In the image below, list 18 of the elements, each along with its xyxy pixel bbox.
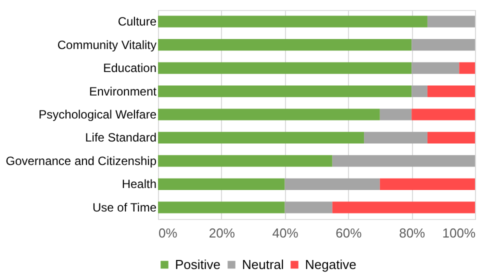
y-tick-label: Culture	[118, 14, 157, 29]
y-tick-label: Education	[103, 61, 156, 76]
x-tick-label: 20%	[208, 226, 236, 240]
legend-label: Positive	[175, 256, 221, 272]
y-tick-label: Community Vitality	[57, 38, 156, 52]
y-tick-label: Life Standard	[85, 130, 156, 145]
x-tick-label: 60%	[336, 226, 362, 240]
x-tick-label: 100%	[442, 226, 476, 240]
x-tick-label: 40%	[272, 226, 299, 240]
legend-label: Neutral	[242, 256, 284, 272]
y-tick-label: Health	[122, 177, 156, 192]
x-tick-label: 0%	[158, 226, 178, 240]
y-tick-label: Use of Time	[92, 200, 157, 214]
y-tick-label: Environment	[89, 84, 158, 98]
y-tick-label: Governance and Citizenship	[6, 154, 157, 168]
x-tick-label: 80%	[399, 226, 426, 240]
legend-label: Negative	[305, 256, 356, 272]
y-tick-label: Psychological Welfare	[38, 108, 157, 122]
